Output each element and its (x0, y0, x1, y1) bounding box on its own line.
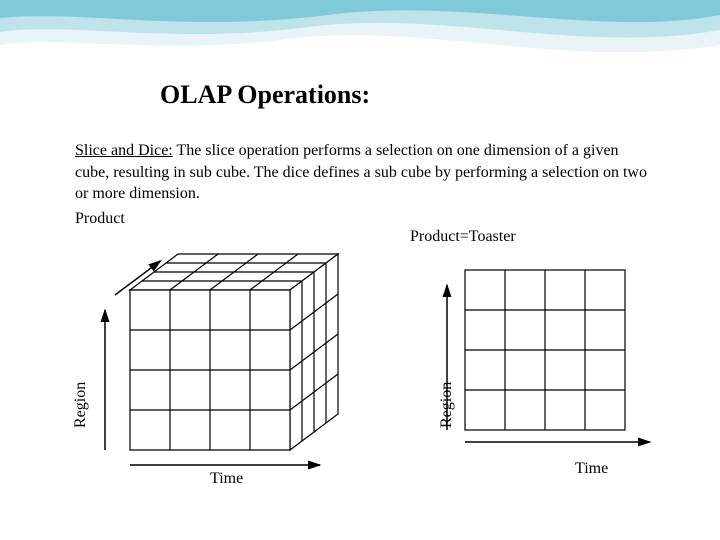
cube-region-label: Region (72, 382, 90, 428)
page-title: OLAP Operations: (160, 80, 370, 110)
cube-time-label: Time (210, 470, 243, 488)
header-wave (0, 0, 720, 70)
slice-region-label: Region (438, 382, 456, 428)
lead-term: Slice and Dice: (75, 142, 173, 159)
slice-title: Product=Toaster (410, 228, 516, 246)
cube-product-label: Product (75, 210, 125, 228)
description: Slice and Dice: The slice operation perf… (75, 140, 655, 205)
slice-time-label: Time (575, 460, 608, 478)
